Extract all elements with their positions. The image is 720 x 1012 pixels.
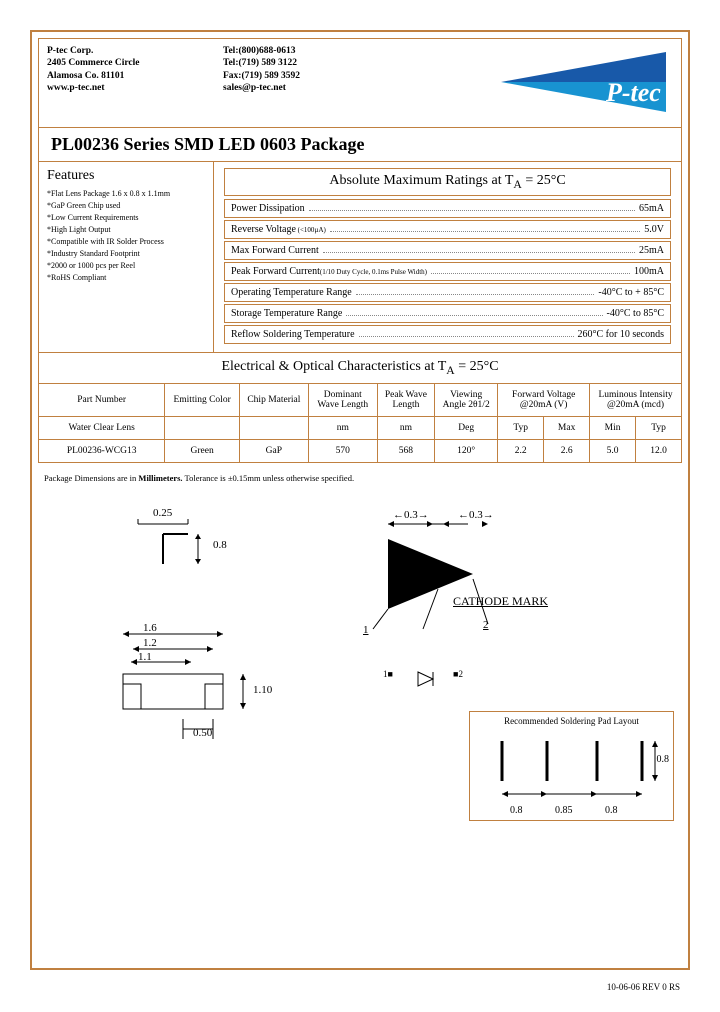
package-top-view-icon <box>108 509 238 599</box>
feature-item: *RoHS Compliant <box>47 272 205 284</box>
rating-row: Reverse Voltage (<100µA)5.0V <box>224 220 671 239</box>
characteristics-title: Electrical & Optical Characteristics at … <box>38 353 682 384</box>
rating-row: Peak Forward Current(1/10 Duty Cycle, 0.… <box>224 262 671 281</box>
features-panel: Features *Flat Lens Package 1.6 x 0.8 x … <box>39 162 214 352</box>
page-title: PL00236 Series SMD LED 0603 Package <box>38 128 682 162</box>
feature-item: *Industry Standard Footprint <box>47 248 205 260</box>
header-row: P-tec Corp. 2405 Commerce Circle Alamosa… <box>38 38 682 128</box>
pin-1: 1 <box>363 624 369 636</box>
pad-w2: 0.85 <box>555 805 573 816</box>
email: sales@p-tec.net <box>223 82 385 94</box>
dim-11: 1.1 <box>138 651 152 663</box>
company-info: P-tec Corp. 2405 Commerce Circle Alamosa… <box>39 39 219 127</box>
feature-item: *Compatible with IR Solder Process <box>47 236 205 248</box>
specs-row: Features *Flat Lens Package 1.6 x 0.8 x … <box>38 162 682 353</box>
pad-w3: 0.8 <box>605 805 618 816</box>
col-lum: Luminous Intensity @20mA (mcd) <box>590 384 682 417</box>
dim-12: 1.2 <box>143 637 157 649</box>
characteristics-table: Part Number Emitting Color Chip Material… <box>38 384 682 463</box>
rating-row: Power Dissipation65mA <box>224 199 671 218</box>
col-part: Part Number <box>39 384 165 417</box>
pad-w1: 0.8 <box>510 805 523 816</box>
table-header-row: Part Number Emitting Color Chip Material… <box>39 384 682 417</box>
tel1: Tel:(800)688-0613 <box>223 45 385 57</box>
dim-16: 1.6 <box>143 622 157 634</box>
ratings-title: Absolute Maximum Ratings at TA = 25°C <box>224 168 671 196</box>
dim-03b: ←0.3→ <box>458 509 494 521</box>
col-chip: Chip Material <box>239 384 308 417</box>
dim-025: 0.25 <box>153 507 172 519</box>
feature-item: *Flat Lens Package 1.6 x 0.8 x 1.1mm <box>47 188 205 200</box>
dim-050: 0.50 <box>193 727 212 739</box>
ptec-logo-icon: P-tec <box>491 47 671 117</box>
rating-row: Max Forward Current25mA <box>224 241 671 260</box>
features-heading: Features <box>47 168 205 184</box>
rating-row: Operating Temperature Range-40°C to + 85… <box>224 283 671 302</box>
col-angle: Viewing Angle 2θ1/2 <box>435 384 498 417</box>
company-address2: Alamosa Co. 81101 <box>47 70 211 82</box>
company-address1: 2405 Commerce Circle <box>47 57 211 69</box>
pad-h: 0.8 <box>657 754 670 765</box>
ratings-panel: Absolute Maximum Ratings at TA = 25°C Po… <box>214 162 681 352</box>
pin-2: 2 <box>483 619 489 631</box>
dimension-note: Package Dimensions are in Millimeters. T… <box>38 463 682 489</box>
dim-03a: ←0.3→ <box>393 509 429 521</box>
contact-info: Tel:(800)688-0613 Tel:(719) 589 3122 Fax… <box>219 39 389 127</box>
fax: Fax:(719) 589 3592 <box>223 70 385 82</box>
sym-2: ■2 <box>453 669 463 679</box>
feature-item: *High Light Output <box>47 224 205 236</box>
col-color: Emitting Color <box>165 384 240 417</box>
cathode-mark-icon <box>348 509 548 639</box>
col-fv: Forward Voltage @20mA (V) <box>498 384 590 417</box>
table-data-row: PL00236-WCG13 Green GaP 570 568 120° 2.2… <box>39 439 682 462</box>
cathode-label: CATHODE MARK <box>453 594 548 609</box>
page-frame: P-tec Corp. 2405 Commerce Circle Alamosa… <box>30 30 690 970</box>
svg-text:P-tec: P-tec <box>605 78 661 107</box>
col-dom: Dominant Wave Length <box>308 384 377 417</box>
sym-1: 1■ <box>383 669 393 679</box>
company-name: P-tec Corp. <box>47 45 211 57</box>
dim-08: 0.8 <box>213 539 227 551</box>
footer-revision: 10-06-06 REV 0 RS <box>607 982 680 992</box>
features-list: *Flat Lens Package 1.6 x 0.8 x 1.1mm *Ga… <box>47 188 205 284</box>
lens-label: Water Clear Lens <box>39 416 165 439</box>
rating-row: Reflow Soldering Temperature260°C for 10… <box>224 325 671 344</box>
feature-item: *GaP Green Chip used <box>47 200 205 212</box>
dim-110: 1.10 <box>253 684 272 696</box>
pad-layout-icon <box>472 726 672 811</box>
col-peak: Peak Wave Length <box>377 384 434 417</box>
diagram-area: 0.25 0.8 1.6 <box>38 489 682 829</box>
logo-block: P-tec <box>389 39 681 127</box>
table-units-row: Water Clear Lens nm nm Deg Typ Max Min T… <box>39 416 682 439</box>
pad-title: Recommended Soldering Pad Layout <box>470 716 673 726</box>
pad-layout-box: Recommended Soldering Pad Layout 0.8 0.8… <box>469 711 674 821</box>
feature-item: *2000 or 1000 pcs per Reel <box>47 260 205 272</box>
feature-item: *Low Current Requirements <box>47 212 205 224</box>
rating-row: Storage Temperature Range-40°C to 85°C <box>224 304 671 323</box>
tel2: Tel:(719) 589 3122 <box>223 57 385 69</box>
company-website: www.p-tec.net <box>47 82 211 94</box>
